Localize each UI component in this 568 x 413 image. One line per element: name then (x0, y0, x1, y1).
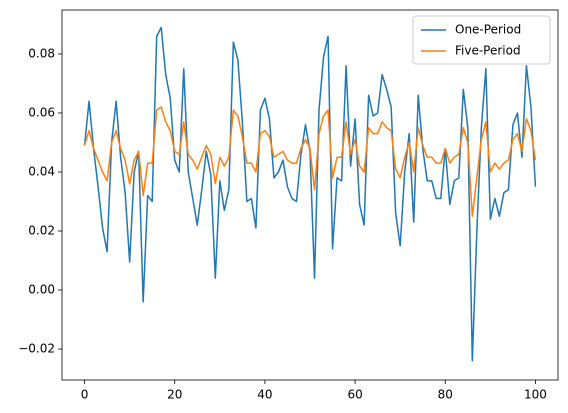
y-tick-label: 0.02 (28, 223, 55, 237)
x-tick-label: 40 (257, 388, 272, 402)
legend-box (412, 15, 551, 65)
x-tick-label: 100 (524, 388, 547, 402)
data-line (83, 26, 537, 362)
x-tick-label: 80 (438, 388, 453, 402)
y-tick-label: 0.04 (28, 164, 55, 178)
x-tick-label: 60 (347, 388, 362, 402)
y-tick-label: 0.00 (28, 283, 55, 297)
y-tick-label: −0.02 (18, 342, 55, 356)
legend-label: Five-Period (455, 44, 521, 58)
legend-label: One-Period (455, 23, 521, 37)
plot-frame (61, 9, 559, 381)
legend: One-Period Five-Period (412, 15, 551, 65)
x-tick-label: 0 (81, 388, 89, 402)
y-tick-label: 0.06 (28, 105, 55, 119)
x-tick-label: 20 (167, 388, 182, 402)
y-tick-label: 0.08 (28, 46, 55, 60)
data-line (83, 106, 537, 217)
